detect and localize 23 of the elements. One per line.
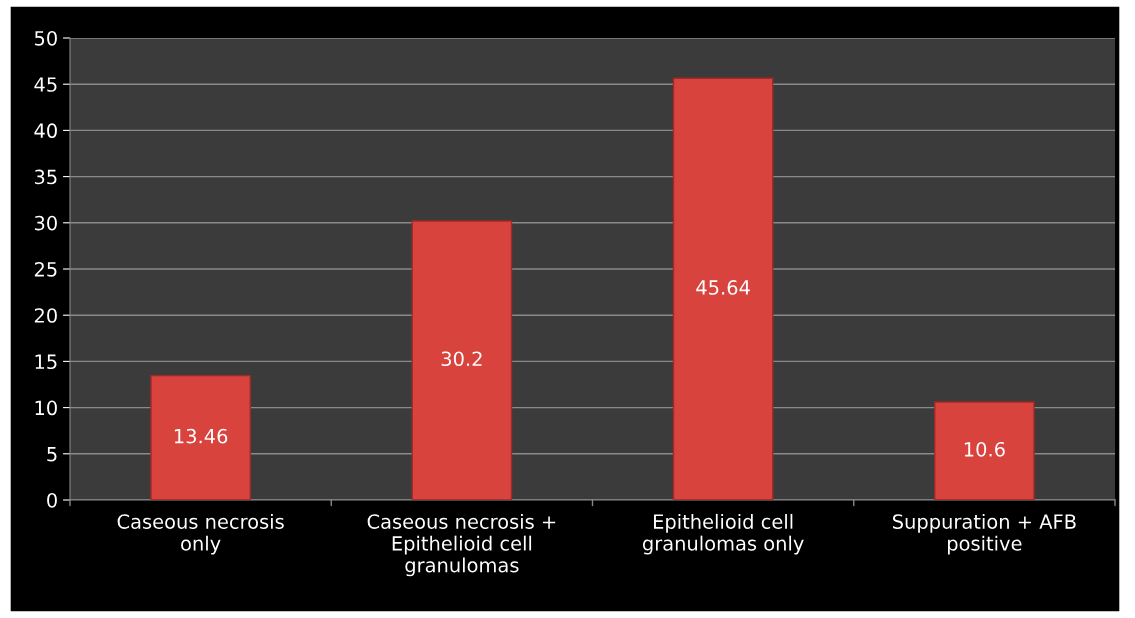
y-tick-label: 10 [35, 400, 57, 416]
y-tick-label: 25 [34, 261, 57, 277]
y-tick-label: 35 [34, 169, 57, 185]
bar [672, 77, 774, 500]
y-tick-label: 40 [34, 123, 57, 139]
x-tick-label: Epithelioid cell granulomas only [642, 513, 804, 555]
data-label: 10.6 [964, 441, 1005, 457]
bar [411, 220, 513, 500]
x-tick-label: Caseous necrosis only [117, 513, 284, 555]
data-label: 30.2 [441, 351, 482, 367]
data-label: 13.46 [174, 428, 228, 444]
x-tick-label: Caseous necrosis + Epithelioid cell granulomas [367, 513, 556, 577]
y-tick-label: 5 [47, 447, 57, 462]
y-tick-label: 45 [34, 77, 57, 92]
y-tick-label: 15 [35, 354, 57, 370]
bar [934, 401, 1035, 500]
y-tick-label: 30 [34, 215, 57, 231]
y-tick-label: 50 [34, 30, 57, 46]
y-tick-label: 20 [34, 308, 57, 323]
y-tick-label: 0 [47, 492, 57, 508]
x-tick-label: Suppuration + AFB positive [893, 513, 1076, 555]
bar [150, 374, 251, 500]
data-label: 45.64 [696, 280, 750, 295]
